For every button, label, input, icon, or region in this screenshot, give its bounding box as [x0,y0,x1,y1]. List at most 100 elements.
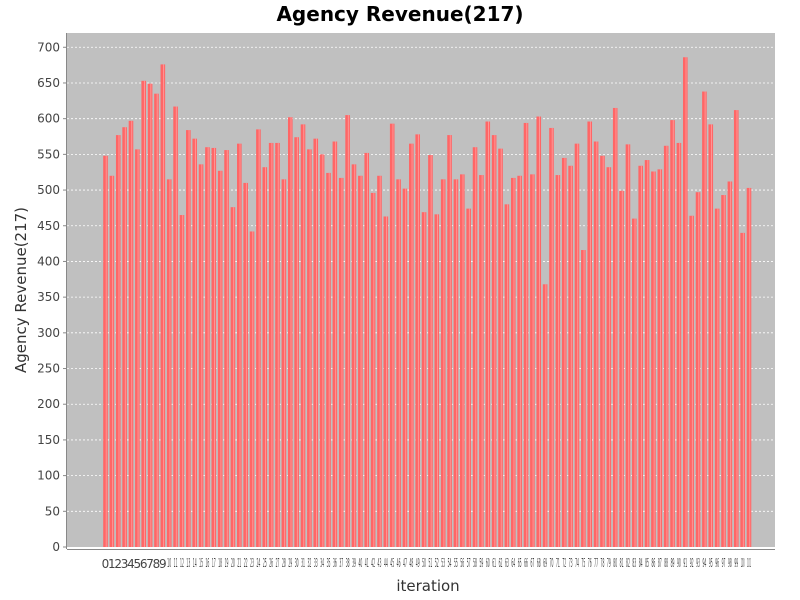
x-tick-label: 75 [581,556,585,570]
y-tick-label: 650 [37,76,60,90]
x-tick-label: 0 [102,557,110,571]
gridlines [67,46,775,512]
bar [453,179,459,547]
bar [670,120,675,547]
x-tick-label: 46 [397,556,401,570]
bar-highlight [315,138,317,547]
x-tick-label: 76 [588,556,592,570]
bar [389,123,395,548]
bar-highlight [634,218,636,547]
bar [428,155,433,547]
bar [364,152,370,547]
x-tick-label: 23 [250,556,254,570]
bar-highlight [551,127,553,548]
bar [160,64,166,548]
bar-highlight [449,135,451,547]
bar-highlight [284,179,286,547]
plot-area [67,33,775,547]
x-tick-label: 56 [460,556,464,570]
x-tick-label: 79 [607,556,611,570]
bar-highlight [303,124,305,547]
x-tick-label: 39 [352,556,356,570]
bar [230,207,236,547]
x-tick-label: 8 [153,557,161,571]
bar-highlight [704,91,706,548]
bar-highlight [723,195,725,547]
x-tick-label: 54 [448,556,452,570]
bar [147,83,153,548]
x-tick-label: 10 [167,556,171,570]
x-tick-label: 67 [530,556,534,570]
x-tick-label: 82 [626,556,630,570]
bar [479,175,484,547]
bar-highlight [194,138,196,547]
bar-highlight [742,232,744,547]
bar [485,121,491,548]
bar-highlight [749,187,751,548]
x-tick-label: 31 [301,556,305,570]
bar-highlight [526,122,528,547]
x-tick-label: 61 [492,556,496,570]
bar-highlight [277,142,279,547]
x-tick-label: 5 [134,557,142,571]
bar-highlight [564,157,566,548]
x-tick-label: 84 [639,556,643,570]
bar [409,143,414,547]
chart-title: Agency Revenue(217) [276,2,523,26]
bar-highlight [150,83,152,548]
bar-highlight [233,207,235,547]
bar-highlight [258,129,260,547]
bar-highlight [583,250,585,547]
bar [377,175,382,547]
x-tick-label: 37 [339,556,343,570]
bar [523,122,529,547]
x-tick-label: 34 [320,556,324,570]
bar-series [103,57,752,548]
bar-highlight [169,179,171,547]
x-tick-label: 32 [307,556,311,570]
bar [345,115,350,547]
x-tick-label: 16 [206,556,210,570]
bar [581,250,586,547]
y-tick-label: 100 [37,469,60,483]
bar-highlight [730,181,732,547]
x-tick-label: 88 [664,556,668,570]
x-tick-label: 30 [295,556,299,570]
bar-highlight [647,160,649,548]
x-tick-label: 22 [244,556,248,570]
bar [338,177,344,548]
x-tick-label: 85 [645,556,649,570]
x-tick-label: 1 [108,557,116,571]
bar [173,106,178,548]
bar [440,179,446,547]
bar-highlight [335,141,337,547]
bar [740,232,745,547]
x-tick-label: 7 [146,557,154,571]
x-tick-label: 62 [499,556,503,570]
bar-highlight [328,172,330,547]
bar-highlight [220,170,222,547]
bar-highlight [118,135,120,547]
bar [632,218,637,547]
bar-highlight [519,175,521,547]
x-tick-label: 57 [467,556,471,570]
bar-highlight [131,120,133,547]
x-tick-label: 78 [601,556,605,570]
bar-highlight [360,175,362,547]
bar [326,172,331,547]
bar-highlight [265,167,267,547]
x-tick-label: 55 [454,556,458,570]
x-tick-label: 100 [741,556,745,570]
bar [651,171,656,547]
bar-highlight [468,208,470,547]
bar [689,215,694,547]
bar-highlight [290,117,292,547]
bar [542,284,548,547]
bar-highlight [577,143,579,547]
bar-highlight [341,177,343,548]
x-tick-label: 6 [140,557,148,571]
bar-highlight [615,107,617,547]
x-tick-label: 2 [114,557,122,571]
bar-highlight [175,106,177,548]
